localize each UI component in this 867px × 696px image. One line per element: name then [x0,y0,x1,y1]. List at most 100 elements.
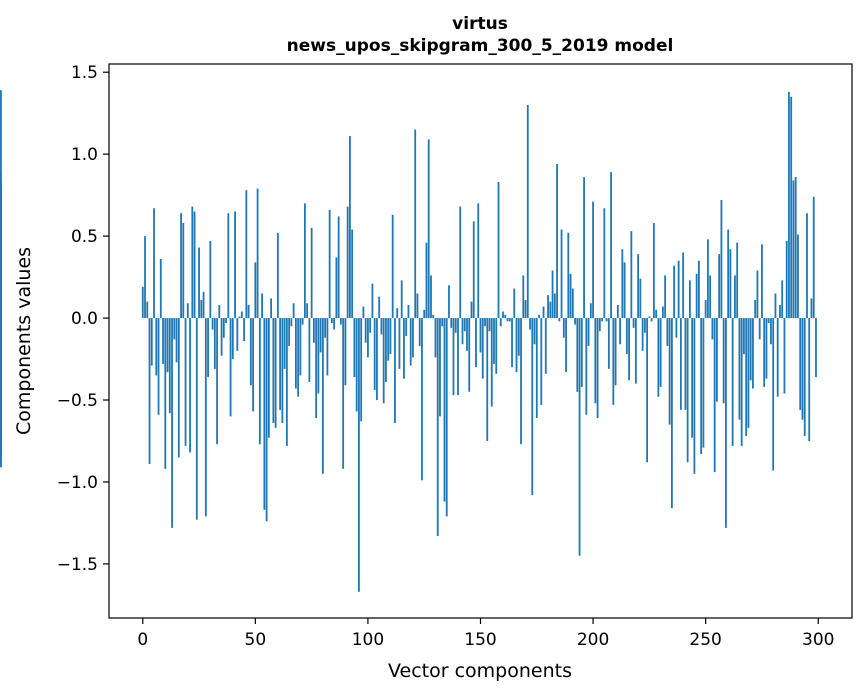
bar-31 [211,318,214,330]
bar-249 [702,318,705,448]
bar-35 [220,318,223,356]
bar-284 [781,280,784,319]
bar-167 [517,318,520,356]
bar-6 [155,318,158,376]
bar-98 [362,306,365,319]
bar-138 [452,318,455,396]
bar-219 [634,318,637,384]
bar-280 [772,318,775,471]
bar-255 [716,318,718,402]
bar-26 [200,300,203,319]
y-axis-ticks: −1.5 −1.0 −0.5 0.0 0.5 1.0 1.5 [57,63,109,575]
bar-154 [488,318,491,332]
bar-46 [245,190,248,319]
bar-135 [445,318,448,517]
bar-223 [643,318,646,333]
bar-290 [794,177,797,319]
bar-215 [625,318,628,355]
bar-10 [164,318,167,469]
bar-34 [218,304,221,319]
bar-125 [423,309,426,319]
x-axis-label: Vector components [388,660,572,682]
bar-254 [713,318,716,473]
bar-245 [693,318,696,474]
bar-267 [743,318,745,355]
bar-66 [290,318,293,327]
bar-79 [319,318,322,353]
bar-222 [641,318,644,351]
x-tick-label: 200 [577,630,609,650]
bar-0 [141,286,144,319]
bar-289 [792,180,795,319]
bar-165 [513,288,516,319]
bar-8 [159,259,162,319]
bar-60 [276,232,279,319]
bar-216 [628,318,630,381]
bar-18 [182,222,185,319]
bar-179 [544,318,547,374]
bar-175 [535,318,538,419]
bar-187 [562,318,565,338]
bar-87 [337,216,340,319]
bar-283 [779,304,781,319]
bar-285 [783,318,786,394]
bar-56 [267,318,270,438]
bar-86 [335,257,338,319]
bar-269 [747,318,750,428]
bar-206 [605,318,608,322]
bar-197 [585,318,588,415]
bar-181 [549,301,552,319]
bar-207 [607,318,610,369]
bar-209 [612,318,615,405]
bar-291 [797,234,799,319]
bar-1 [144,236,146,319]
bar-84 [331,318,333,323]
bar-49 [252,318,254,412]
bar-43 [238,316,241,319]
bar-7 [157,318,160,415]
bar-67 [292,303,295,319]
bar-41 [234,211,236,319]
bar-256 [718,254,721,319]
bar-59 [274,318,277,428]
bar-244 [691,318,694,438]
bar-238 [677,260,680,319]
bar-282 [776,318,779,397]
bar-121 [414,129,417,319]
bar-241 [684,318,687,410]
bar-141 [459,206,462,319]
bar-198 [587,318,590,346]
bar-106 [380,318,383,335]
bar-192 [574,318,576,325]
bar-171 [526,104,529,319]
bar-183 [553,293,556,319]
bar-147 [472,221,475,319]
bar-268 [745,318,748,437]
bar-190 [569,273,572,319]
bar-132 [439,318,441,417]
bar-19 [184,318,187,446]
bar-119 [409,318,412,366]
bar-252 [709,275,712,319]
x-tick-label: 250 [689,630,721,650]
bar-203 [598,318,601,332]
bar-202 [596,318,599,419]
bar-3 [148,318,151,464]
bar-105 [378,296,381,319]
bar-128 [430,275,432,319]
bar-208 [610,172,612,319]
bar-52 [258,318,261,445]
bar-136 [448,285,450,319]
bar-78 [317,318,320,394]
bar-174 [533,318,536,345]
bar-242 [686,318,689,463]
bar-36 [222,318,225,338]
y-axis-label: Components values [13,247,35,435]
bar-58 [272,318,275,423]
bar-99 [364,318,367,343]
bar-45 [243,318,245,341]
bar-196 [583,177,585,319]
bar-149 [477,203,480,319]
bar-85 [333,318,336,330]
bar-148 [475,318,477,368]
